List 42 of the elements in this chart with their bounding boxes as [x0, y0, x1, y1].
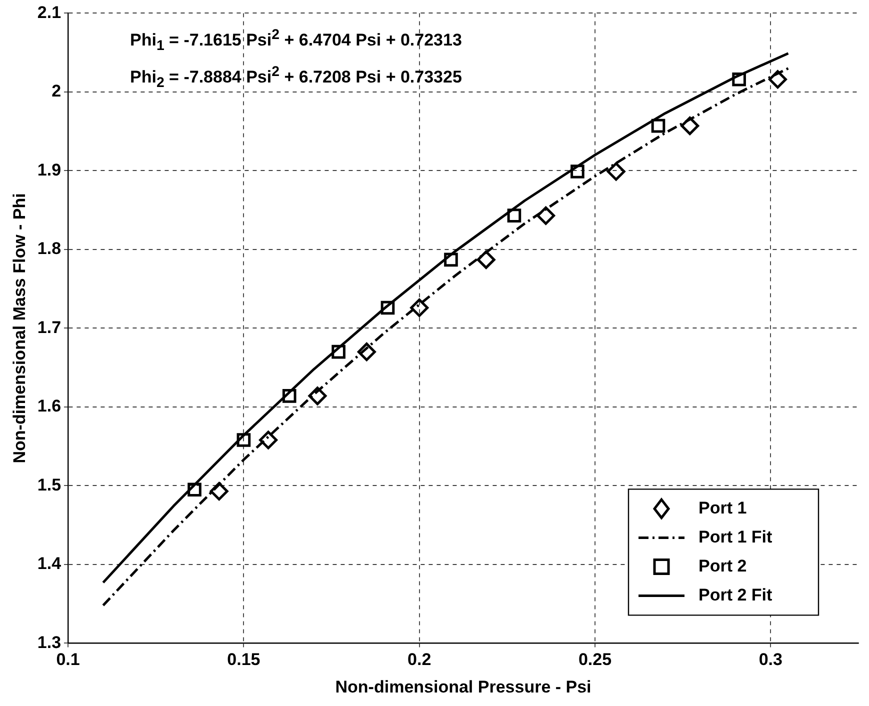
- point: [570, 164, 584, 178]
- point: [332, 344, 346, 359]
- annotation: Phi$_{2}$ = -7.8884 Psi$^{2}$ + 6.7208 Psi + 0.73325: [130, 63, 462, 94]
- point: [188, 482, 202, 497]
- legend-label: Port 2 Fit: [698, 585, 773, 604]
- x-tick-label: 0.2: [408, 650, 432, 670]
- x-tick-label: 0.15: [227, 650, 260, 670]
- x-tick-label: 0.3: [758, 650, 782, 670]
- y-axis-title: Non-dimensional Mass Flow - Phi: [10, 193, 29, 464]
- point: [210, 482, 228, 500]
- point: [282, 389, 296, 403]
- y-tick-label: 2: [52, 82, 62, 101]
- annotation: Phi$_{1}$ = -7.1615 Psi$^{2}$ + 6.4704 Psi + 0.72313: [130, 26, 462, 56]
- point: [768, 70, 787, 89]
- point: [536, 206, 556, 225]
- point: [651, 118, 666, 133]
- y-tick-label: 1.8: [37, 239, 62, 258]
- x-tick-label: 0.25: [578, 650, 612, 670]
- point: [380, 300, 395, 315]
- point: [606, 162, 626, 181]
- point: [236, 433, 251, 447]
- y-tick-label: 1.6: [37, 396, 62, 416]
- y-tick-label: 1.3: [37, 632, 62, 652]
- y-tick-label: 1.5: [37, 475, 62, 494]
- point: [507, 208, 522, 222]
- point: [444, 252, 458, 267]
- y-tick-label: 1.7: [37, 318, 62, 337]
- legend-label: Port 1 Fit: [698, 527, 773, 546]
- legend-label: Port 2: [698, 556, 747, 576]
- x-axis-title: Non-dimensional Pressure - Psi: [335, 677, 592, 696]
- point: [308, 386, 327, 406]
- y-tick-label: 1.4: [37, 554, 62, 574]
- x-tick-label: 0.1: [56, 650, 80, 670]
- point: [680, 116, 700, 136]
- point: [259, 430, 278, 450]
- y-tick-label: 2.1: [37, 2, 62, 22]
- point: [357, 342, 376, 362]
- point: [410, 298, 429, 317]
- point: [476, 250, 496, 269]
- y-tick-label: 1.9: [37, 160, 62, 180]
- point: [732, 72, 746, 86]
- legend-label: Port 1: [698, 498, 747, 518]
